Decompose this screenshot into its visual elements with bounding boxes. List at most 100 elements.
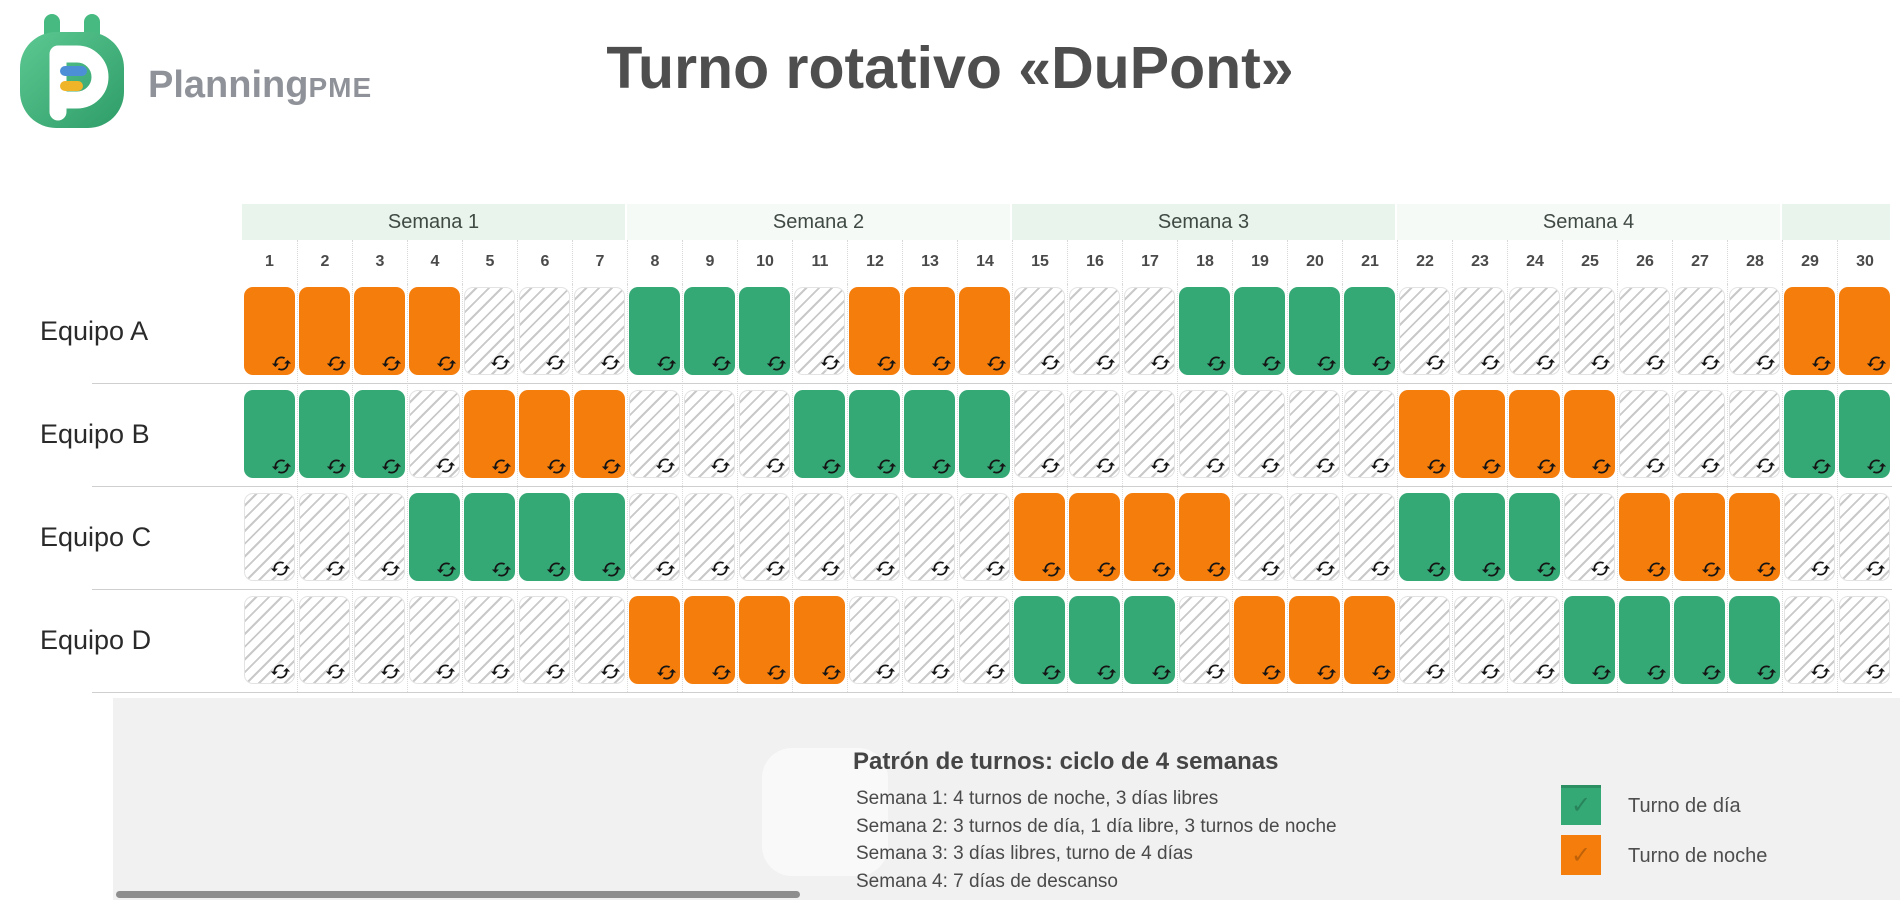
day-off-cell xyxy=(1619,390,1670,478)
horizontal-scrollbar-thumb[interactable] xyxy=(116,891,800,898)
repeat-icon xyxy=(1756,665,1777,680)
brand-suffix: PME xyxy=(308,72,373,103)
night-shift-cell xyxy=(1399,390,1450,478)
column-separator xyxy=(1617,284,1618,692)
column-separator xyxy=(462,284,463,692)
repeat-icon xyxy=(436,356,457,371)
day-number: 18 xyxy=(1177,240,1232,284)
day-off-cell xyxy=(684,390,735,478)
day-off-cell xyxy=(464,596,515,684)
day-shift-cell xyxy=(794,390,845,478)
repeat-icon xyxy=(1426,459,1447,474)
day-off-cell xyxy=(794,493,845,581)
repeat-icon xyxy=(1095,455,1116,476)
day-off-cell xyxy=(1564,287,1615,375)
repeat-icon xyxy=(1481,459,1502,474)
day-off-cell xyxy=(519,287,570,375)
week-header-3: Semana 3 xyxy=(1012,204,1397,240)
column-separator xyxy=(1672,284,1673,692)
day-shift-cell xyxy=(1399,493,1450,581)
day-shift-cell xyxy=(519,493,570,581)
column-separator xyxy=(682,284,683,692)
repeat-icon xyxy=(1810,661,1831,682)
day-off-cell xyxy=(1289,390,1340,478)
column-separator xyxy=(847,284,848,692)
day-number: 13 xyxy=(902,240,957,284)
column-separator xyxy=(737,284,738,692)
day-off-cell xyxy=(464,287,515,375)
brand-name: PlanningPME xyxy=(148,64,372,107)
day-off-cell xyxy=(1564,493,1615,581)
day-number: 26 xyxy=(1617,240,1672,284)
night-shift-cell xyxy=(1014,493,1065,581)
night-shift-cell xyxy=(1729,493,1780,581)
day-off-cell xyxy=(1069,287,1120,375)
day-number: 9 xyxy=(682,240,737,284)
repeat-icon xyxy=(1591,665,1612,680)
repeat-icon xyxy=(1260,455,1281,476)
column-separator xyxy=(902,284,903,692)
repeat-icon xyxy=(986,356,1007,371)
day-number: 3 xyxy=(352,240,407,284)
repeat-icon xyxy=(711,356,732,371)
repeat-icon xyxy=(271,459,292,474)
night-shift-cell xyxy=(354,287,405,375)
repeat-icon xyxy=(655,455,676,476)
repeat-icon xyxy=(1041,665,1062,680)
day-shift-cell xyxy=(1179,287,1230,375)
day-shift-cell xyxy=(574,493,625,581)
day-off-cell xyxy=(354,596,405,684)
day-shift-cell xyxy=(354,390,405,478)
night-shift-cell xyxy=(1509,390,1560,478)
day-off-cell xyxy=(959,493,1010,581)
repeat-icon xyxy=(381,356,402,371)
repeat-icon xyxy=(325,558,346,579)
day-off-cell xyxy=(904,493,955,581)
repeat-icon xyxy=(766,665,787,680)
repeat-icon xyxy=(1260,558,1281,579)
column-separator xyxy=(1342,284,1343,692)
day-off-cell xyxy=(1509,596,1560,684)
repeat-icon xyxy=(490,661,511,682)
repeat-icon xyxy=(876,356,897,371)
repeat-icon xyxy=(1535,352,1556,373)
column-separator xyxy=(1012,284,1013,692)
row-separator xyxy=(92,383,1892,384)
repeat-icon xyxy=(656,356,677,371)
repeat-icon xyxy=(381,459,402,474)
repeat-icon xyxy=(601,562,622,577)
repeat-icon xyxy=(821,459,842,474)
day-number: 10 xyxy=(737,240,792,284)
pattern-notes-title: Patrón de turnos: ciclo de 4 semanas xyxy=(853,748,1279,775)
repeat-icon xyxy=(986,459,1007,474)
repeat-icon xyxy=(490,352,511,373)
day-shift-cell xyxy=(849,390,900,478)
day-shift-cell xyxy=(1454,493,1505,581)
day-off-cell xyxy=(519,596,570,684)
repeat-icon xyxy=(1040,455,1061,476)
page-title: Turno rotativo «DuPont» xyxy=(606,35,1294,101)
repeat-icon xyxy=(1645,352,1666,373)
column-separator xyxy=(1177,284,1178,692)
day-number: 8 xyxy=(627,240,682,284)
brand-main: Planning xyxy=(148,64,309,106)
legend-swatch-day-shift: ✓ xyxy=(1561,785,1601,825)
day-number: 22 xyxy=(1397,240,1452,284)
column-separator xyxy=(957,284,958,692)
team-label: Equipo A xyxy=(40,316,149,346)
day-number: 30 xyxy=(1837,240,1892,284)
repeat-icon xyxy=(1700,352,1721,373)
repeat-icon xyxy=(1480,661,1501,682)
day-off-cell xyxy=(354,493,405,581)
day-number: 1 xyxy=(242,240,297,284)
day-shift-cell xyxy=(244,390,295,478)
repeat-icon xyxy=(1701,665,1722,680)
repeat-icon xyxy=(1811,459,1832,474)
repeat-icon xyxy=(1150,352,1171,373)
repeat-icon xyxy=(930,661,951,682)
repeat-icon xyxy=(1646,562,1667,577)
repeat-icon xyxy=(655,558,676,579)
repeat-icon xyxy=(710,558,731,579)
day-shift-cell xyxy=(464,493,515,581)
